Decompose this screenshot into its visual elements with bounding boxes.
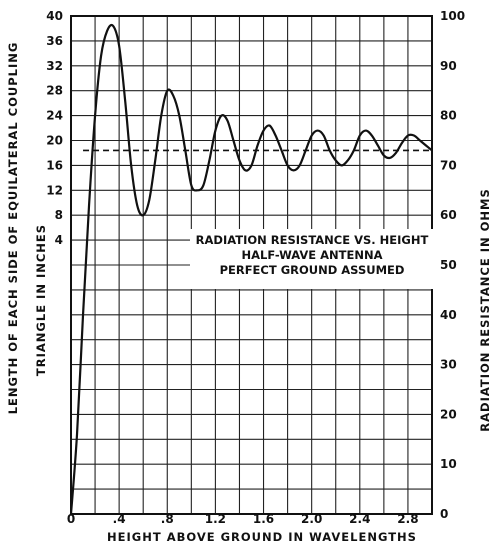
x-tick-label: 2.0 (301, 512, 322, 526)
x-tick-label: 2.4 (349, 512, 370, 526)
left-tick-label: 4 (55, 233, 63, 247)
radiation-resistance-curve (69, 23, 433, 515)
legend-line-1: RADIATION RESISTANCE VS. HEIGHT (196, 233, 429, 247)
right-tick-label: 40 (440, 308, 457, 322)
x-tick-labels: 0 .4 .8 1.2 1.6 2.0 2.4 2.8 (67, 512, 419, 526)
right-tick-label: 10 (440, 457, 457, 471)
legend-line-2: HALF-WAVE ANTENNA (241, 248, 382, 262)
right-tick-label: 50 (440, 258, 457, 272)
right-tick-label: 60 (440, 208, 457, 222)
legend-line-3: PERFECT GROUND ASSUMED (220, 263, 405, 277)
left-tick-label: 24 (46, 109, 63, 123)
right-tick-label: 90 (440, 59, 457, 73)
right-tick-labels: 0 10 20 30 40 50 60 70 80 90 100 (440, 9, 465, 521)
x-tick-label: 0 (67, 512, 75, 526)
y-axis-left-title-line2: TRIANGLE IN INCHES (34, 224, 48, 376)
left-tick-label: 8 (55, 208, 63, 222)
x-tick-label: 1.2 (205, 512, 226, 526)
x-tick-label: .4 (113, 512, 126, 526)
left-tick-label: 20 (46, 134, 63, 148)
left-tick-label: 28 (46, 84, 63, 98)
right-tick-label: 30 (440, 358, 457, 372)
x-tick-label: 2.8 (397, 512, 418, 526)
x-axis-title: HEIGHT ABOVE GROUND IN WAVELENGTHS (107, 530, 417, 544)
right-tick-label: 100 (440, 9, 465, 23)
left-tick-label: 16 (46, 158, 63, 172)
legend-box (190, 229, 434, 289)
x-tick-label: .8 (161, 512, 174, 526)
right-tick-label: 80 (440, 109, 457, 123)
left-tick-labels: 40 36 32 28 24 20 16 12 8 4 (46, 9, 63, 247)
x-tick-label: 1.6 (253, 512, 274, 526)
y-axis-right-title: RADIATION RESISTANCE IN OHMS (478, 188, 492, 431)
right-tick-label: 20 (440, 407, 457, 421)
series (69, 23, 433, 515)
left-tick-label: 32 (46, 59, 63, 73)
left-tick-label: 40 (46, 9, 63, 23)
right-tick-label: 70 (440, 158, 457, 172)
left-tick-label: 36 (46, 34, 63, 48)
y-axis-left-title-line1: LENGTH OF EACH SIDE OF EQUILATERAL COUPL… (6, 42, 20, 415)
left-tick-label: 12 (46, 183, 63, 197)
right-tick-label: 0 (440, 507, 448, 521)
